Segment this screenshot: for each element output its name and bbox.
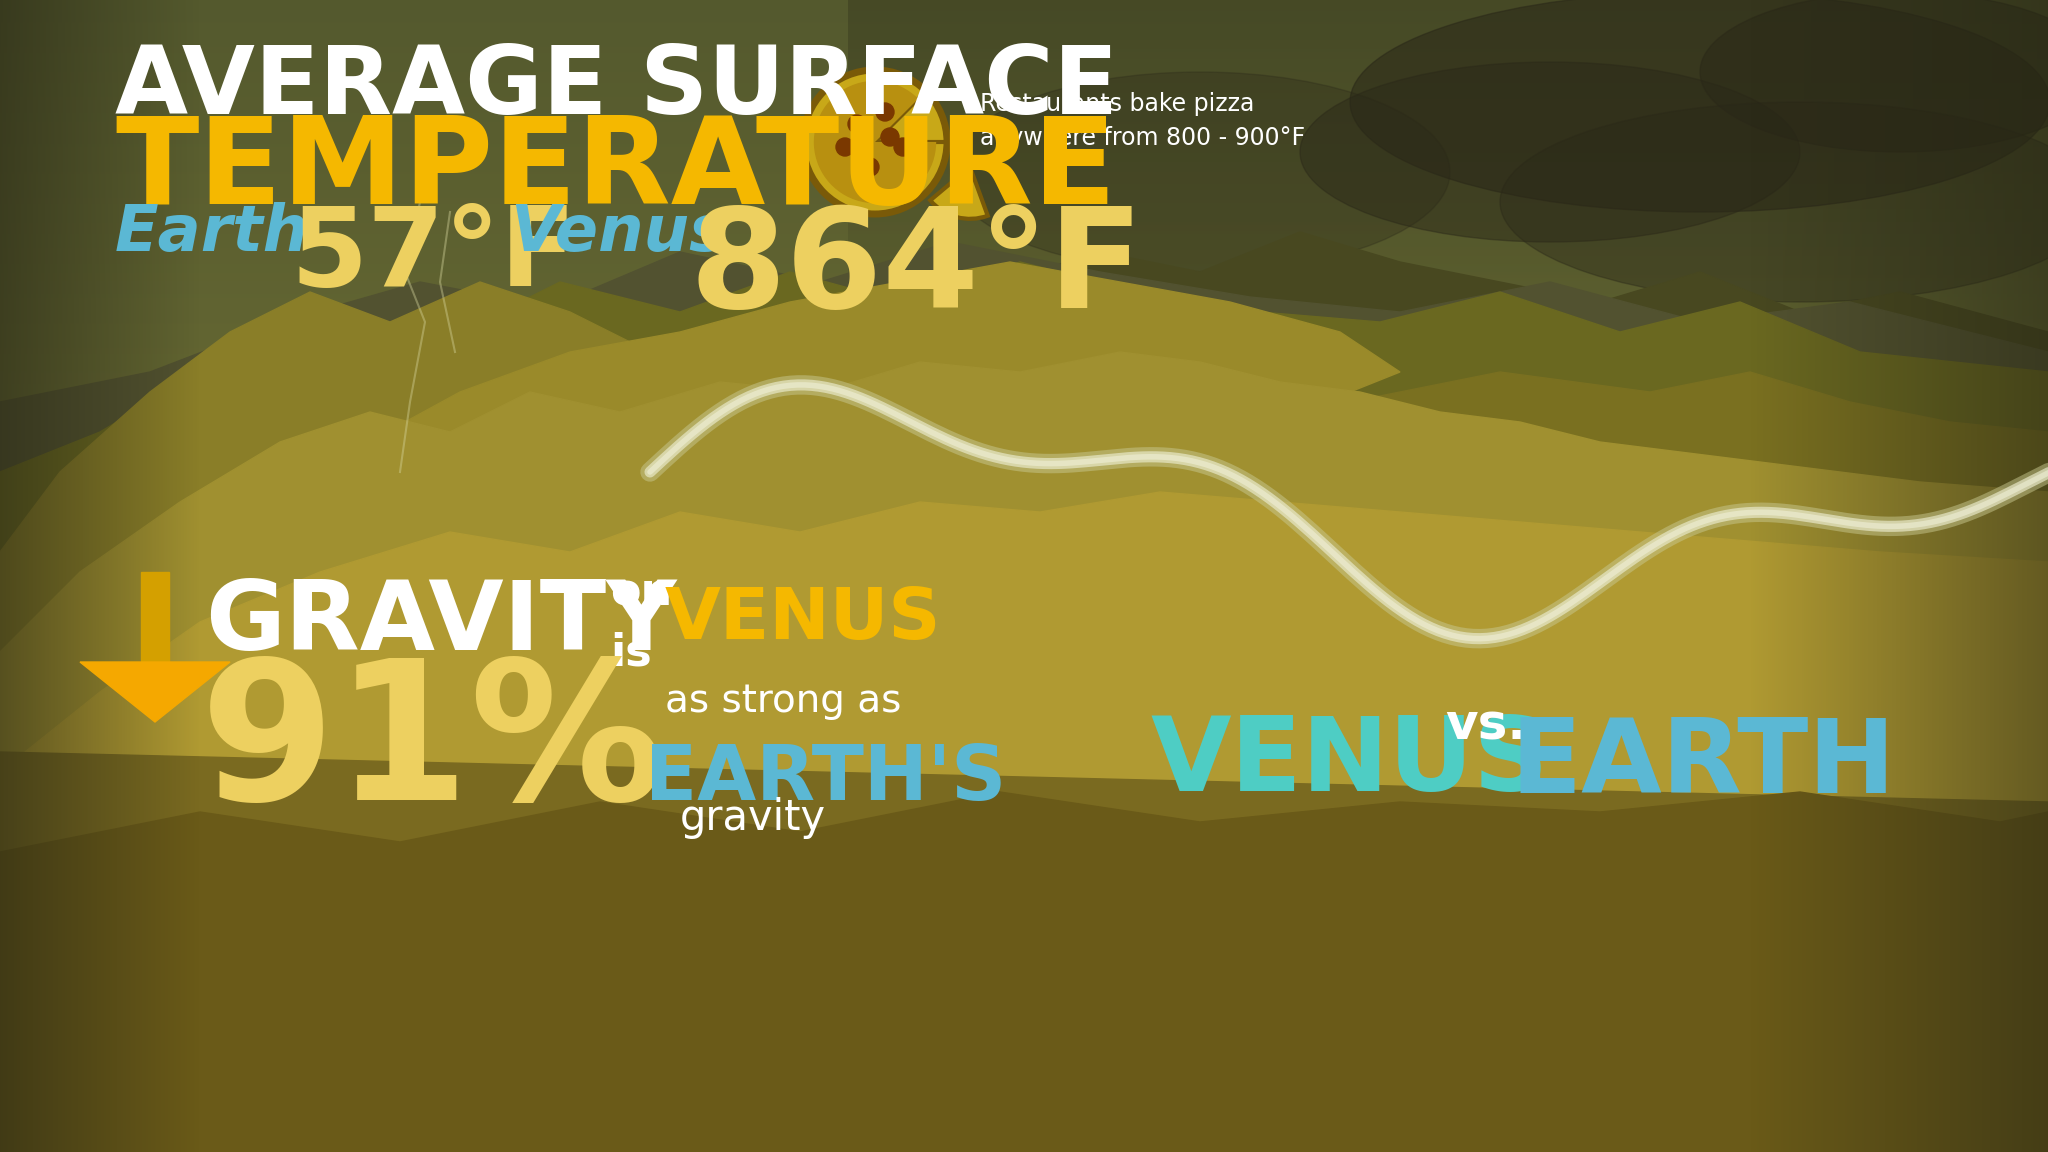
Ellipse shape bbox=[950, 71, 1450, 272]
Polygon shape bbox=[0, 353, 2048, 852]
Text: EARTH: EARTH bbox=[1509, 714, 1894, 814]
Circle shape bbox=[803, 70, 946, 214]
Wedge shape bbox=[803, 70, 946, 214]
Polygon shape bbox=[0, 492, 2048, 952]
Wedge shape bbox=[930, 167, 987, 219]
Text: AVERAGE SURFACE: AVERAGE SURFACE bbox=[115, 41, 1118, 134]
Text: 91%: 91% bbox=[201, 652, 666, 840]
Text: TEMPERATURE: TEMPERATURE bbox=[115, 112, 1116, 229]
Polygon shape bbox=[0, 242, 2048, 652]
Text: EARTH'S: EARTH'S bbox=[645, 742, 1006, 816]
Text: GRAVITY: GRAVITY bbox=[205, 577, 676, 670]
Ellipse shape bbox=[1300, 62, 1800, 242]
Circle shape bbox=[836, 138, 854, 156]
Circle shape bbox=[848, 115, 866, 132]
Circle shape bbox=[877, 103, 895, 121]
Polygon shape bbox=[1200, 372, 2048, 652]
Text: VENUS: VENUS bbox=[1151, 712, 1548, 813]
Text: VENUS: VENUS bbox=[666, 585, 942, 654]
Polygon shape bbox=[0, 752, 2048, 1152]
Text: is: is bbox=[610, 632, 651, 675]
Circle shape bbox=[860, 158, 879, 176]
Polygon shape bbox=[801, 232, 2048, 652]
Polygon shape bbox=[0, 282, 899, 752]
Text: as strong as: as strong as bbox=[666, 682, 901, 720]
Text: 864°F: 864°F bbox=[690, 202, 1145, 338]
Circle shape bbox=[895, 138, 911, 156]
Bar bbox=[141, 573, 170, 662]
Text: vs.: vs. bbox=[1446, 702, 1526, 750]
Circle shape bbox=[881, 128, 899, 146]
Wedge shape bbox=[813, 81, 936, 203]
Ellipse shape bbox=[1499, 103, 2048, 302]
Polygon shape bbox=[0, 262, 2048, 702]
Text: 57°F: 57°F bbox=[291, 202, 575, 309]
Text: Restaurants bake pizza
anywhere from 800 - 900°F: Restaurants bake pizza anywhere from 800… bbox=[981, 92, 1305, 150]
Polygon shape bbox=[201, 262, 1401, 552]
Text: Earth: Earth bbox=[115, 202, 309, 264]
Ellipse shape bbox=[1350, 0, 2048, 212]
Text: gravity: gravity bbox=[680, 797, 825, 839]
Ellipse shape bbox=[1700, 0, 2048, 152]
Polygon shape bbox=[80, 662, 229, 722]
Text: Venus: Venus bbox=[510, 202, 727, 264]
Polygon shape bbox=[0, 793, 2048, 1152]
Text: on: on bbox=[610, 573, 672, 615]
